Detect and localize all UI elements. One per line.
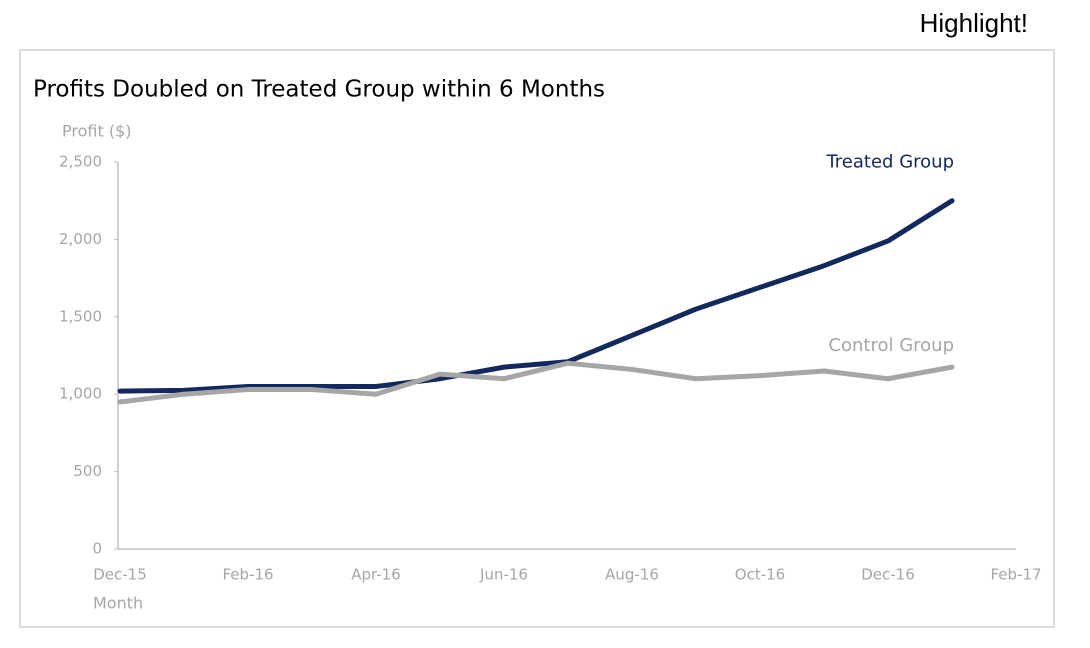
x-tick-label: Aug-16 [605, 566, 659, 584]
x-tick-label: Feb-16 [222, 566, 273, 584]
chart-title: Profits Doubled on Treated Group within … [33, 77, 605, 103]
x-tick-label: Dec-16 [861, 566, 915, 584]
x-tick-label: Feb-17 [990, 566, 1041, 584]
series-line [117, 360, 955, 405]
x-tick-label: Jun-16 [479, 566, 528, 584]
y-tick-label: 1,500 [59, 307, 102, 325]
y-axis-label: Profit ($) [62, 122, 131, 141]
y-tick-label: 0 [92, 540, 102, 558]
x-axis-label: Month [93, 594, 143, 613]
series-label: Treated Group [825, 152, 954, 173]
y-tick-label: 2,000 [59, 230, 102, 248]
x-tick-label: Apr-16 [351, 566, 401, 584]
y-tick-label: 1,000 [59, 385, 102, 403]
highlight-button[interactable]: Highlight! [920, 8, 1028, 38]
x-tick-label: Dec-15 [93, 566, 147, 584]
x-tick-label: Oct-16 [735, 566, 785, 584]
y-tick-label: 500 [73, 462, 102, 480]
series-line [117, 198, 955, 394]
chart-frame [19, 49, 1055, 628]
series-label: Control Group [828, 335, 954, 356]
y-tick-label: 2,500 [59, 153, 102, 171]
